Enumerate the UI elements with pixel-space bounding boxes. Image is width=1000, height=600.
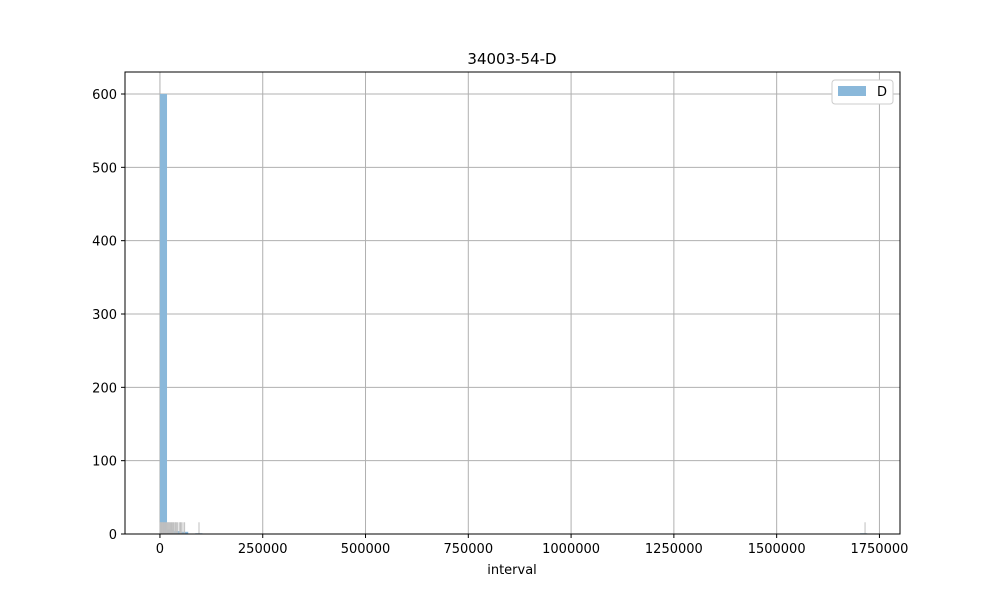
y-tick-label: 300 xyxy=(92,308,117,323)
y-tick-label: 500 xyxy=(92,161,117,176)
y-tick-label: 600 xyxy=(92,88,117,103)
chart-title: 34003-54-D xyxy=(467,50,556,68)
x-tick-label: 1750000 xyxy=(850,542,908,557)
x-tick-label: 1500000 xyxy=(748,542,806,557)
y-axis: 0 100 200 300 400 500 600 xyxy=(92,88,125,543)
x-tick-label: 250000 xyxy=(238,542,288,557)
legend: D xyxy=(831,79,894,105)
rug-layer xyxy=(159,522,866,534)
y-tick-label: 0 xyxy=(109,528,117,543)
plot-frame xyxy=(124,71,901,535)
x-tick-label: 500000 xyxy=(341,542,391,557)
x-tick-label: 1000000 xyxy=(542,542,600,557)
x-axis: 0 250000 500000 750000 1000000 1250000 1500000… xyxy=(156,534,908,557)
y-tick-label: 400 xyxy=(92,235,117,250)
x-tick-label: 0 xyxy=(156,542,164,557)
x-axis-label: interval xyxy=(487,563,537,578)
histogram-bar xyxy=(159,94,168,534)
x-tick-label: 1250000 xyxy=(645,542,703,557)
legend-label: D xyxy=(877,85,887,100)
x-tick-label: 750000 xyxy=(443,542,493,557)
legend-swatch xyxy=(838,86,866,96)
y-tick-label: 200 xyxy=(92,381,117,396)
y-tick-label: 100 xyxy=(92,455,117,470)
